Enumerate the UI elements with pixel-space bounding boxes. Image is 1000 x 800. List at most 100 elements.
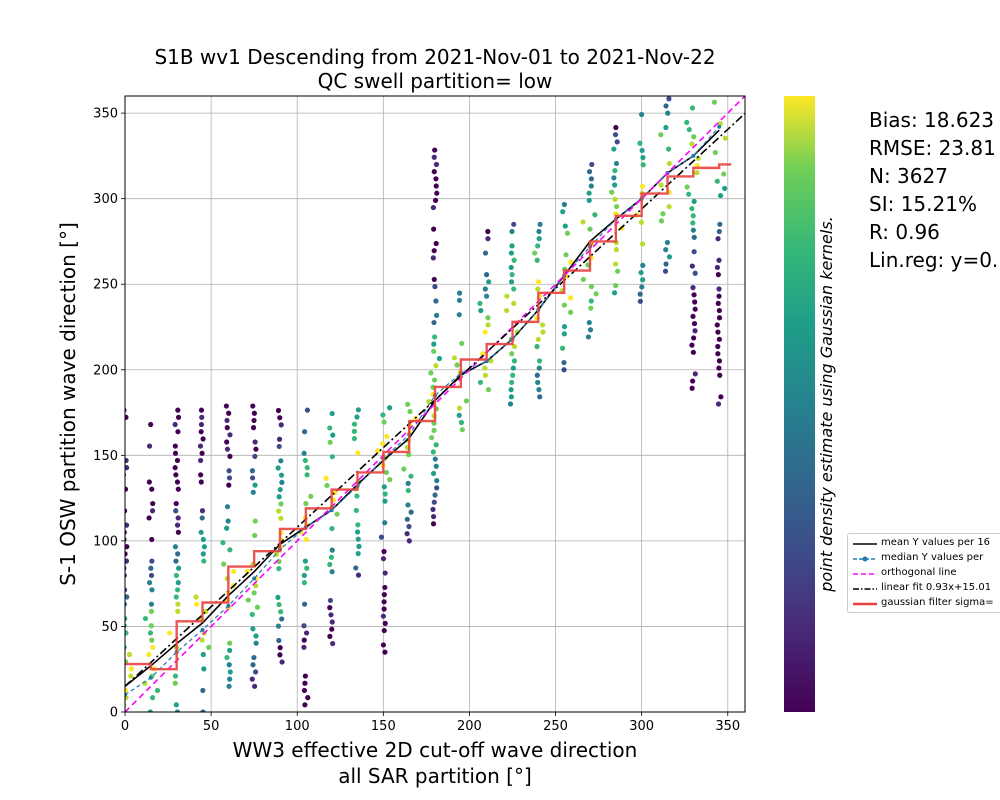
scatter-point xyxy=(383,469,390,476)
scatter-point xyxy=(125,587,128,593)
scatter-point xyxy=(199,515,205,521)
scatter-point xyxy=(432,197,439,203)
scatter-point xyxy=(277,486,283,493)
legend-swatch-mean xyxy=(853,543,877,545)
scatter-point xyxy=(200,536,206,543)
scatter-point xyxy=(200,709,206,712)
scatter-point xyxy=(586,190,592,196)
scatter-point xyxy=(353,507,359,514)
scatter-point xyxy=(430,521,437,527)
scatter-point xyxy=(226,662,232,668)
scatter-point xyxy=(405,502,411,508)
scatter-point xyxy=(432,147,438,153)
scatter-point xyxy=(589,161,595,168)
scatter-point xyxy=(304,472,310,478)
stat-si: SI: 15.21% xyxy=(869,192,977,216)
scatter-point xyxy=(173,508,179,514)
scatter-point xyxy=(433,161,440,168)
scatter-point xyxy=(430,470,437,477)
scatter-point xyxy=(568,295,574,301)
scatter-point xyxy=(125,414,129,420)
scatter-point xyxy=(275,623,282,629)
scatter-point xyxy=(380,613,386,619)
scatter-point xyxy=(511,358,518,364)
scatter-point xyxy=(428,370,434,376)
scatter-point xyxy=(587,226,593,232)
scatter-point xyxy=(125,486,129,492)
scatter-point xyxy=(334,511,340,517)
scatter-point xyxy=(434,478,440,484)
scatter-point xyxy=(327,561,333,568)
scatter-point xyxy=(510,365,516,371)
scatter-point xyxy=(692,306,698,312)
scatter-point xyxy=(323,475,329,481)
scatter-point xyxy=(301,644,307,650)
scatter-point xyxy=(227,547,233,553)
scatter-point xyxy=(459,340,465,347)
scatter-point xyxy=(198,407,205,413)
scatter-point xyxy=(149,486,155,492)
scatter-point xyxy=(276,637,282,644)
scatter-point xyxy=(428,434,435,441)
scatter-point xyxy=(224,417,230,424)
scatter-point xyxy=(456,297,463,303)
scatter-point xyxy=(537,394,543,400)
scatter-point xyxy=(302,680,308,686)
scatter-point xyxy=(149,508,156,514)
scatter-point xyxy=(327,439,333,445)
scatter-point xyxy=(330,432,336,438)
scatter-point xyxy=(722,185,728,191)
scatter-point xyxy=(174,587,181,593)
scatter-point xyxy=(690,349,696,355)
scatter-point xyxy=(691,134,697,140)
scatter-point xyxy=(612,182,618,188)
scatter-point xyxy=(580,276,586,283)
scatter-point xyxy=(715,300,721,306)
scatter-point xyxy=(638,219,644,225)
scatter-point xyxy=(592,212,598,218)
x-tick-label: 50 xyxy=(203,719,220,734)
scatter-point xyxy=(200,687,206,694)
y-tick-label: 100 xyxy=(93,534,118,549)
scatter-point xyxy=(354,529,361,535)
scatter-point xyxy=(511,286,517,292)
scatter-point xyxy=(477,300,483,306)
scatter-point xyxy=(148,623,154,629)
scatter-point xyxy=(245,597,251,603)
colorbar-label: point density estimate using Gaussian ke… xyxy=(817,216,836,592)
scatter-point xyxy=(301,637,307,643)
scatter-point xyxy=(431,319,437,326)
scatter-point xyxy=(327,597,334,604)
scatter-point xyxy=(510,372,516,378)
scatter-point xyxy=(146,443,153,449)
scatter-point xyxy=(691,335,697,341)
scatter-point xyxy=(613,247,620,253)
scatter-point xyxy=(148,421,154,428)
scatter-point xyxy=(432,456,438,462)
scatter-point xyxy=(275,594,281,600)
scatter-point xyxy=(249,475,256,481)
scatter-point xyxy=(537,221,543,227)
scatter-point xyxy=(252,669,259,675)
plot-frame xyxy=(124,95,746,713)
scatter-point xyxy=(485,315,491,321)
scatter-point xyxy=(149,637,155,643)
scatter-point xyxy=(329,626,335,632)
scatter-point xyxy=(430,204,436,211)
scatter-point xyxy=(664,239,671,246)
scatter-point xyxy=(251,417,257,424)
scatter-point xyxy=(690,313,696,319)
scatter-point xyxy=(640,155,646,161)
scatter-point xyxy=(174,457,181,464)
median-marker xyxy=(148,675,153,680)
scatter-point xyxy=(301,623,307,629)
scatter-point xyxy=(431,276,437,283)
scatter-point xyxy=(199,637,205,643)
scatter-point xyxy=(172,680,178,686)
scatter-point xyxy=(227,640,233,646)
scatter-point xyxy=(198,421,205,428)
scatter-point xyxy=(459,427,465,433)
scatter-point xyxy=(149,587,155,593)
legend-label-median: median Y values per xyxy=(881,552,984,563)
scatter-point xyxy=(250,489,256,495)
